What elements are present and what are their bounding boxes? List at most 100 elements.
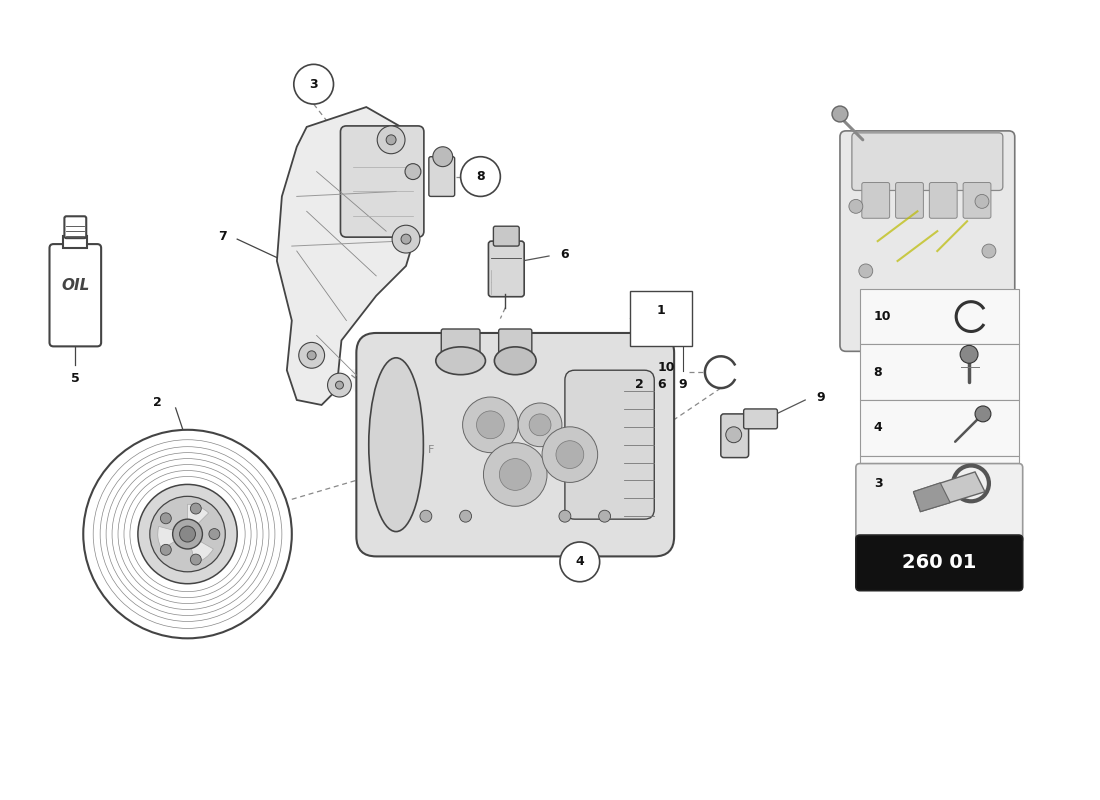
Circle shape <box>138 485 238 584</box>
Circle shape <box>975 194 989 208</box>
Circle shape <box>463 397 518 453</box>
FancyBboxPatch shape <box>50 244 101 346</box>
Circle shape <box>392 226 420 253</box>
Polygon shape <box>913 472 984 512</box>
Circle shape <box>598 510 611 522</box>
Text: 4: 4 <box>873 422 882 434</box>
Text: 6: 6 <box>561 247 569 261</box>
Wedge shape <box>187 534 213 563</box>
Ellipse shape <box>436 347 485 374</box>
FancyBboxPatch shape <box>441 329 480 362</box>
FancyBboxPatch shape <box>860 400 1019 456</box>
Circle shape <box>476 411 504 438</box>
Circle shape <box>975 406 991 422</box>
Circle shape <box>461 157 500 197</box>
Circle shape <box>161 544 172 555</box>
FancyBboxPatch shape <box>895 182 923 218</box>
Circle shape <box>726 427 741 442</box>
FancyBboxPatch shape <box>856 535 1023 590</box>
Text: 2: 2 <box>635 378 643 390</box>
Text: a passion for parts since: a passion for parts since <box>410 440 630 489</box>
FancyBboxPatch shape <box>861 182 890 218</box>
Text: 3: 3 <box>309 78 318 90</box>
Circle shape <box>420 510 432 522</box>
FancyBboxPatch shape <box>720 414 749 458</box>
Circle shape <box>832 106 848 122</box>
Circle shape <box>173 519 202 549</box>
Circle shape <box>560 542 600 582</box>
Circle shape <box>432 146 453 166</box>
Text: 260 01: 260 01 <box>902 554 977 572</box>
Text: 8: 8 <box>873 366 882 378</box>
Circle shape <box>559 510 571 522</box>
Circle shape <box>386 135 396 145</box>
FancyBboxPatch shape <box>964 182 991 218</box>
FancyBboxPatch shape <box>429 157 454 197</box>
Text: 10: 10 <box>658 361 675 374</box>
Text: 7: 7 <box>218 230 227 242</box>
FancyBboxPatch shape <box>744 409 778 429</box>
Circle shape <box>150 496 226 572</box>
Polygon shape <box>913 483 950 512</box>
FancyBboxPatch shape <box>64 236 87 248</box>
FancyBboxPatch shape <box>488 241 525 297</box>
FancyBboxPatch shape <box>356 333 674 557</box>
FancyBboxPatch shape <box>498 329 531 362</box>
Circle shape <box>209 529 220 539</box>
Text: 1: 1 <box>657 304 665 317</box>
Circle shape <box>190 503 201 514</box>
Text: 4: 4 <box>575 555 584 568</box>
Text: 3: 3 <box>873 477 882 490</box>
Text: 10: 10 <box>873 310 891 323</box>
Text: 9: 9 <box>679 378 688 390</box>
Ellipse shape <box>494 347 536 374</box>
Circle shape <box>529 414 551 436</box>
Text: 8: 8 <box>476 170 485 183</box>
Circle shape <box>377 126 405 154</box>
FancyBboxPatch shape <box>856 463 1023 543</box>
Circle shape <box>982 244 996 258</box>
FancyBboxPatch shape <box>630 290 692 346</box>
Circle shape <box>518 403 562 446</box>
Circle shape <box>336 381 343 389</box>
Circle shape <box>328 373 351 397</box>
Circle shape <box>402 234 411 244</box>
Circle shape <box>499 458 531 490</box>
Circle shape <box>179 526 196 542</box>
FancyBboxPatch shape <box>930 182 957 218</box>
Wedge shape <box>157 526 187 549</box>
FancyBboxPatch shape <box>860 456 1019 511</box>
Circle shape <box>299 342 324 368</box>
Text: 9: 9 <box>817 390 825 403</box>
Circle shape <box>307 351 316 360</box>
Circle shape <box>161 513 172 524</box>
Circle shape <box>294 64 333 104</box>
Circle shape <box>960 346 978 363</box>
Circle shape <box>405 164 421 179</box>
Circle shape <box>859 264 872 278</box>
FancyBboxPatch shape <box>860 289 1019 344</box>
Wedge shape <box>187 504 209 534</box>
FancyBboxPatch shape <box>341 126 424 237</box>
Text: 2: 2 <box>153 397 162 410</box>
Text: eurocarparts: eurocarparts <box>318 358 642 402</box>
FancyBboxPatch shape <box>494 226 519 246</box>
Ellipse shape <box>368 358 424 531</box>
Text: OIL: OIL <box>62 278 89 294</box>
Text: 5: 5 <box>70 372 79 385</box>
Circle shape <box>849 199 862 214</box>
FancyBboxPatch shape <box>65 216 86 238</box>
Text: F: F <box>428 445 435 454</box>
Polygon shape <box>277 107 421 405</box>
Circle shape <box>542 427 597 482</box>
Circle shape <box>460 510 472 522</box>
Text: 6: 6 <box>657 378 665 390</box>
Circle shape <box>484 442 547 506</box>
FancyBboxPatch shape <box>851 133 1003 190</box>
FancyBboxPatch shape <box>864 293 920 344</box>
FancyBboxPatch shape <box>840 131 1014 351</box>
FancyBboxPatch shape <box>565 370 654 519</box>
Circle shape <box>190 554 201 565</box>
FancyBboxPatch shape <box>860 344 1019 400</box>
Circle shape <box>556 441 584 469</box>
